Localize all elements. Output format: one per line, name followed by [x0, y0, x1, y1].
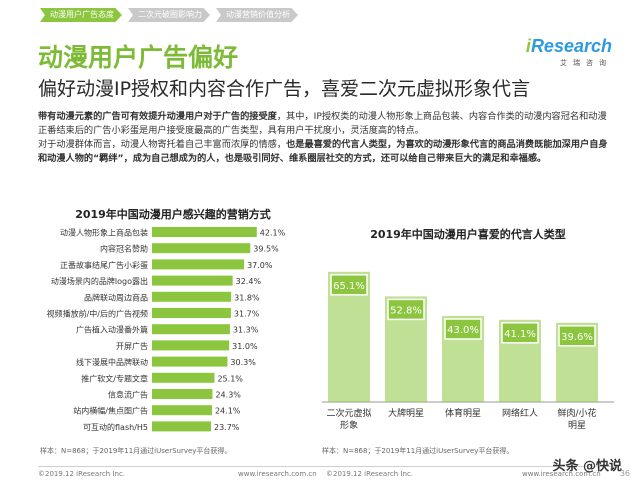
- value-label: 43.0%: [447, 325, 479, 336]
- value-label: 52.8%: [390, 305, 422, 316]
- value-label: 31.8%: [234, 293, 260, 302]
- logo-subtitle: 艾瑞咨询: [560, 59, 612, 67]
- bar: [152, 243, 251, 254]
- intro-paragraph-1: 带有动漫元素的广告可有效提升动漫用户对于广告的接受度，其中，IP授权类的动漫人物…: [38, 111, 607, 136]
- value-label: 41.1%: [504, 329, 536, 340]
- bar: [152, 405, 212, 416]
- bar: [152, 324, 230, 335]
- category-label: 线下漫展中品牌联动: [76, 357, 148, 367]
- section-nav: 动漫用户广告态度 二次元破圈影响力 动漫营销价值分析: [40, 8, 298, 22]
- bar: [152, 340, 230, 351]
- category-label: 明星: [568, 420, 586, 431]
- footer-left-url[interactable]: www.iresearch.com.cn: [238, 470, 317, 478]
- page-title: 动漫用户广告偏好: [38, 43, 239, 72]
- right-chart-source-note: 样本：N=868；于2019年11月通过iUserSurvey平台获得。: [322, 447, 514, 455]
- category-label: 体育明星: [445, 407, 481, 419]
- category-label: 二次元虚拟: [326, 407, 371, 419]
- footer-right-copyright: ©2019.12 iResearch Inc.: [326, 470, 414, 478]
- bar: [152, 389, 213, 399]
- value-label: 39.6%: [561, 332, 593, 343]
- intro-paragraph-2: 对于动漫群体而言，动漫人物寄托着自己丰富而浓厚的情感，也是最喜爱的代言人类型，为…: [38, 139, 608, 164]
- category-label: 动漫人物形象上商品包装: [60, 228, 148, 238]
- category-label: 站内横幅/焦点图广告: [73, 406, 148, 416]
- value-label: 24.1%: [215, 407, 241, 416]
- value-label: 31.0%: [232, 342, 258, 351]
- value-label: 31.3%: [233, 326, 259, 335]
- bar: [152, 421, 211, 432]
- category-label: 可互动的flash/H5: [83, 422, 148, 432]
- spokesperson-types-bar-chart: 65.1% 二次元虚拟形象 52.8% 大牌明星 43.0% 体育明星 41.1% 网络红人 3…: [322, 271, 614, 431]
- left-chart-title: 2019年中国动漫用户感兴趣的营销方式: [75, 208, 271, 221]
- iresearch-logo: iResearch 艾瑞咨询: [526, 36, 612, 68]
- value-label: 23.7%: [214, 423, 240, 432]
- value-label: 30.3%: [230, 358, 256, 367]
- bar: [152, 275, 233, 286]
- category-label: 品牌联动周边商品: [84, 292, 148, 302]
- value-label: 65.1%: [333, 281, 365, 292]
- logo-wordmark: iResearch: [525, 36, 612, 56]
- page-number: 36: [619, 469, 630, 478]
- bar: [152, 291, 232, 302]
- category-label: 内容冠名赞助: [100, 244, 148, 254]
- nav-tab-marketing-value[interactable]: 动漫营销价值分析: [216, 8, 298, 22]
- value-label-box: [330, 274, 368, 296]
- marketing-methods-bar-chart: 动漫人物形象上商品包装 42.1% 内容冠名赞助 39.5% 正番故事结尾广告小彩蛋 37…: [47, 227, 286, 432]
- category-label: 视频播放前/中/后的广告视频: [47, 309, 148, 319]
- category-label: 鲜肉/小花: [557, 407, 596, 419]
- value-label: 24.3%: [215, 391, 241, 400]
- category-label: 网络红人: [502, 407, 538, 419]
- category-label: 正番故事结尾广告小彩蛋: [60, 260, 148, 270]
- value-label: 25.1%: [217, 374, 243, 383]
- left-chart-source-note: 样本：N=868；于2019年11月通过iUserSurvey平台获得。: [40, 447, 232, 455]
- nav-tab-ad-attitude[interactable]: 动漫用户广告态度: [40, 8, 122, 22]
- category-label: 大牌明星: [388, 407, 424, 419]
- category-label: 动漫场景内的品牌logo露出: [51, 276, 148, 286]
- page-subtitle: 偏好动漫IP授权和内容合作广告，喜爱二次元虚拟形象代言: [38, 78, 531, 100]
- bar: [152, 372, 215, 383]
- category-label: 广告植入动漫番外篇: [76, 325, 148, 335]
- watermark: 头条 @快说: [552, 459, 622, 474]
- footer-left-copyright: ©2019.12 iResearch Inc.: [38, 470, 126, 478]
- value-label-box: [558, 325, 596, 347]
- bar: [152, 227, 257, 237]
- value-label: 39.5%: [253, 245, 279, 254]
- intro-text: 带有动漫元素的广告可有效提升动漫用户对于广告的接受度，其中，IP授权类的动漫人物…: [38, 110, 608, 166]
- category-label: 推广软文/专题文章: [81, 373, 148, 383]
- footer-right-url[interactable]: www.iresearch.com.cn: [522, 470, 601, 478]
- nav-tab-breakout-influence[interactable]: 二次元破圈影响力: [128, 8, 210, 22]
- value-label: 42.1%: [260, 229, 286, 238]
- value-label: 32.4%: [236, 277, 262, 286]
- right-chart-title: 2019年中国动漫用户喜爱的代言人类型: [370, 228, 566, 241]
- value-label-box: [501, 322, 539, 344]
- category-label: 开屏广告: [116, 341, 148, 351]
- category-label: 形象: [340, 419, 358, 431]
- bar: [152, 356, 228, 367]
- footer-divider: [38, 466, 614, 467]
- category-label: 信息流广告: [108, 390, 148, 400]
- value-label-box: [444, 318, 482, 340]
- value-label-box: [387, 298, 425, 321]
- value-label: 31.7%: [234, 310, 260, 319]
- value-label: 37.0%: [247, 261, 273, 270]
- bar: [152, 259, 245, 270]
- bar: [152, 308, 231, 318]
